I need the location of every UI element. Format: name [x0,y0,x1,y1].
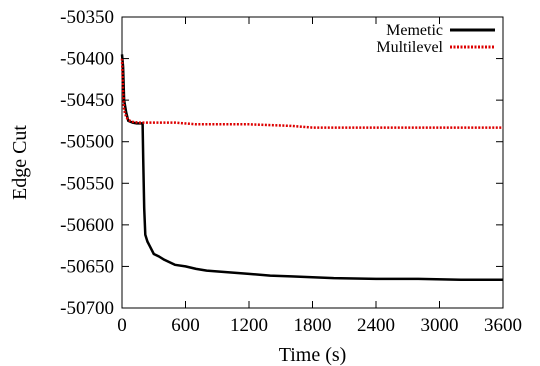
y-tick-label: -50350 [60,7,114,28]
series-line-memetic [120,54,503,281]
series-layer [120,54,503,281]
y-axis-title: Edge Cut [9,125,31,200]
x-tick-label: 3000 [421,315,459,336]
y-tick-label: -50650 [60,256,114,277]
y-tick-label: -50500 [60,132,114,153]
y-tick-label: -50600 [60,215,114,236]
x-axis-title: Time (s) [279,344,347,366]
x-tick-label: 3600 [484,315,522,336]
x-tick-label: 600 [171,315,200,336]
legend-label-multilevel: Multilevel [376,39,443,56]
x-tick-label: 0 [117,315,127,336]
y-tick-label: -50700 [60,298,114,319]
y-tick-label: -50550 [60,173,114,194]
x-tick-label: 2400 [357,315,395,336]
legend-label-memetic: Memetic [386,22,443,39]
y-tick-label: -50450 [60,90,114,111]
x-tick-label: 1200 [230,315,268,336]
y-tick-label: -50400 [60,49,114,70]
x-tick-label: 1800 [294,315,332,336]
ticks-layer: 0 600 1200 1800 2400 3000 3600 -50350 -50400 -504… [60,7,522,336]
series-line-multilevel [120,58,503,129]
